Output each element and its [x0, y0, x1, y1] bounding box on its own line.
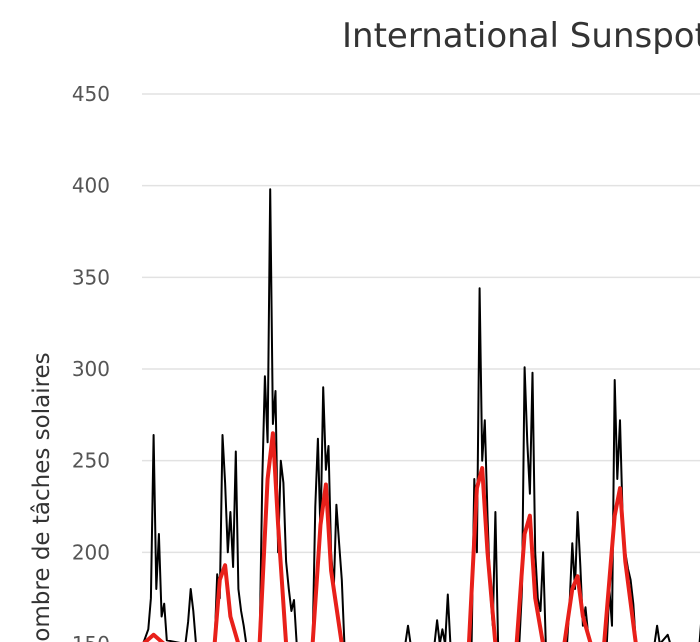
- y-axis-title: ombre de tâches solaires: [29, 352, 55, 641]
- series-line-1: [142, 431, 638, 642]
- y-tick-label-450: 450: [72, 82, 110, 106]
- y-tick-label-300: 300: [72, 357, 110, 381]
- y-tick-label-150: 150: [72, 632, 110, 642]
- y-tick-label-350: 350: [72, 265, 110, 289]
- y-tick-label-250: 250: [72, 449, 110, 473]
- chart-title: International Sunspot: [342, 16, 700, 56]
- y-axis-tick-labels: 150 200 250 300 350 400 450: [72, 82, 110, 642]
- gridlines: [142, 93, 700, 554]
- y-tick-label-200: 200: [72, 540, 110, 564]
- y-tick-label-400: 400: [72, 174, 110, 198]
- data-series: [142, 188, 700, 642]
